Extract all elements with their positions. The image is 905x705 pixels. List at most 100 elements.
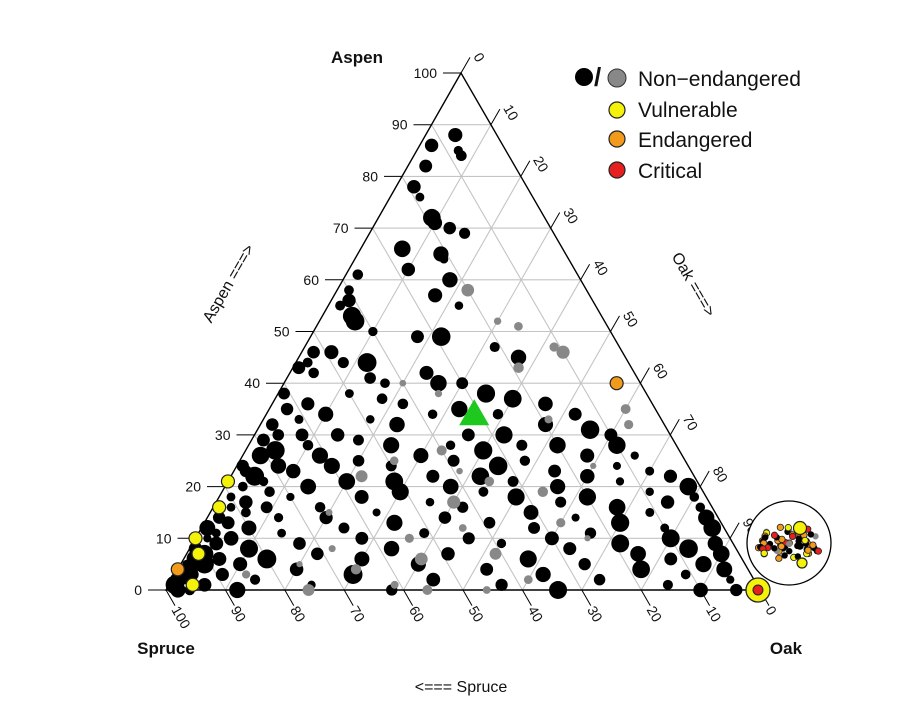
point-non-endangered xyxy=(454,301,464,310)
point-non-endangered xyxy=(439,254,449,264)
corner-label-right: Oak xyxy=(770,639,803,658)
point-non-endangered xyxy=(679,477,698,496)
data-points xyxy=(165,127,771,603)
point-non-endangered xyxy=(578,488,597,506)
tick-mark-spruce xyxy=(284,589,295,606)
point-non-endangered xyxy=(302,357,313,368)
inset-point xyxy=(814,547,822,555)
point-non-endangered xyxy=(571,513,580,522)
point-non-endangered xyxy=(364,372,376,384)
point-non-endangered xyxy=(239,495,253,509)
point-non-endangered xyxy=(563,542,577,556)
point-non-endangered xyxy=(632,560,650,579)
point-vulnerable xyxy=(191,546,206,561)
inset-point xyxy=(777,542,786,550)
inset-point xyxy=(784,524,792,532)
point-non-endangered xyxy=(380,378,390,389)
tick-label-spruce: 30 xyxy=(584,603,606,625)
tick-label-oak: 50 xyxy=(620,308,642,330)
point-non-endangered-grey xyxy=(404,533,414,543)
tick-label-spruce: 50 xyxy=(465,603,487,625)
tick-label-spruce: 40 xyxy=(525,603,547,625)
point-non-endangered xyxy=(401,262,416,277)
point-non-endangered xyxy=(353,434,364,446)
point-non-endangered xyxy=(580,420,600,439)
point-vulnerable xyxy=(220,474,236,489)
axis-label-aspen: Aspen ===> xyxy=(200,242,258,326)
point-non-endangered xyxy=(612,461,621,470)
tick-mark-spruce xyxy=(581,589,592,606)
point-non-endangered xyxy=(578,557,591,571)
tick-mark-oak xyxy=(729,522,740,539)
point-non-endangered xyxy=(451,400,468,418)
point-non-endangered-grey xyxy=(549,342,559,352)
point-non-endangered xyxy=(355,531,369,545)
grid-line-spruce xyxy=(254,434,345,591)
tick-label-aspen: 0 xyxy=(134,582,142,598)
point-non-endangered-grey xyxy=(537,486,549,497)
point-non-endangered xyxy=(483,516,496,529)
point-non-endangered xyxy=(680,569,691,580)
point-non-endangered xyxy=(293,537,306,550)
point-non-endangered xyxy=(372,508,381,517)
tick-label-aspen: 90 xyxy=(392,117,408,133)
point-non-endangered-grey xyxy=(414,552,428,566)
point-non-endangered xyxy=(608,498,626,516)
point-non-endangered xyxy=(391,483,409,501)
point-non-endangered xyxy=(221,516,235,530)
inset-point xyxy=(786,547,793,555)
point-non-endangered xyxy=(693,582,708,598)
point-non-endangered xyxy=(352,454,365,467)
tick-mark-spruce xyxy=(224,589,235,606)
point-non-endangered-grey xyxy=(325,509,333,516)
point-non-endangered xyxy=(258,476,269,487)
grid-line-oak xyxy=(343,227,552,591)
point-non-endangered xyxy=(608,436,626,454)
point-vulnerable xyxy=(212,500,227,515)
point-non-endangered-grey xyxy=(296,561,303,568)
point-non-endangered xyxy=(492,408,504,420)
axis-label-oak: Oak ===> xyxy=(668,250,718,320)
inset-point xyxy=(789,532,797,541)
point-non-endangered-grey xyxy=(389,456,399,466)
tick-label-oak: 10 xyxy=(500,102,522,124)
point-non-endangered xyxy=(280,402,294,416)
point-non-endangered xyxy=(337,356,349,369)
point-non-endangered xyxy=(679,539,698,558)
point-non-endangered xyxy=(393,240,411,258)
point-non-endangered xyxy=(645,466,655,476)
inset-point xyxy=(776,523,784,531)
point-non-endangered xyxy=(344,389,354,398)
tick-label-oak: 80 xyxy=(710,464,732,486)
tick-mark-oak xyxy=(639,367,650,384)
point-non-endangered-grey xyxy=(399,379,407,387)
point-non-endangered-grey xyxy=(523,575,533,585)
point-critical-oak xyxy=(752,584,764,596)
point-non-endangered xyxy=(249,574,261,585)
point-non-endangered xyxy=(663,469,678,483)
point-non-endangered xyxy=(352,269,364,280)
point-non-endangered xyxy=(344,285,354,296)
point-non-endangered-grey xyxy=(514,321,523,331)
point-non-endangered xyxy=(407,179,421,194)
inset-point xyxy=(781,552,788,559)
point-non-endangered xyxy=(323,457,340,474)
point-non-endangered xyxy=(695,502,706,513)
point-non-endangered xyxy=(383,540,400,557)
point-non-endangered xyxy=(324,345,339,360)
point-non-endangered xyxy=(447,454,460,467)
point-non-endangered xyxy=(442,478,459,495)
point-non-endangered-grey xyxy=(544,415,553,424)
point-non-endangered xyxy=(186,568,199,581)
point-non-endangered xyxy=(240,507,251,518)
tick-label-aspen: 60 xyxy=(303,272,319,288)
point-non-endangered-grey xyxy=(436,445,447,456)
point-non-endangered xyxy=(211,528,221,538)
point-non-endangered xyxy=(223,530,239,546)
point-non-endangered xyxy=(292,361,306,375)
point-non-endangered xyxy=(695,556,712,573)
point-non-endangered xyxy=(528,521,541,534)
tick-mark-oak xyxy=(490,108,501,125)
point-non-endangered xyxy=(307,345,320,359)
tick-label-oak: 20 xyxy=(530,153,552,175)
